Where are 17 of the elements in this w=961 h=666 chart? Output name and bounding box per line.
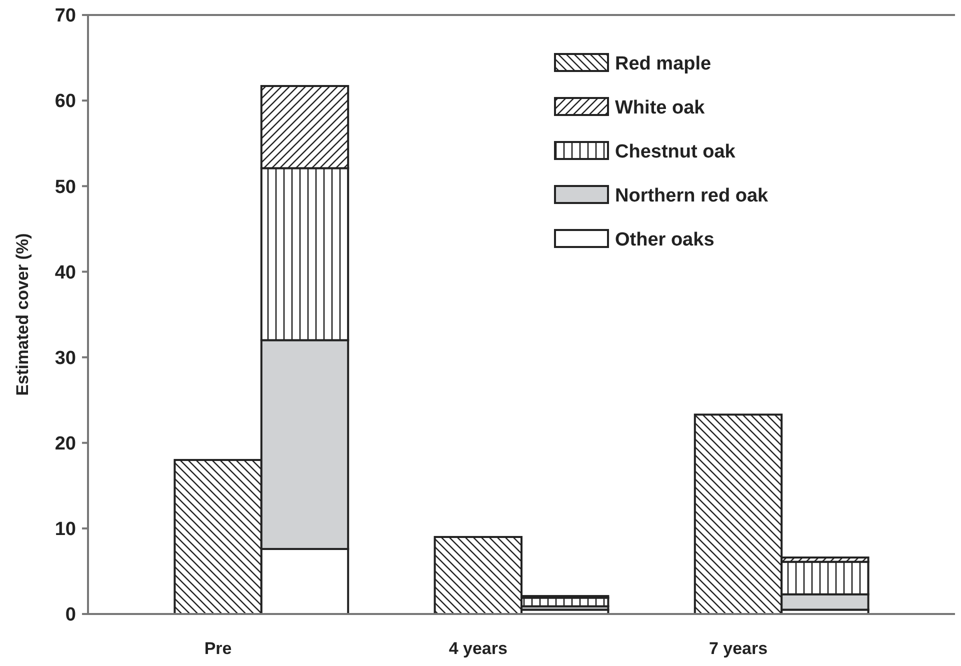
y-tick-label: 40 <box>54 262 76 284</box>
legend-label: Northern red oak <box>615 186 769 207</box>
x-tick-label: Pre <box>204 639 232 658</box>
legend-label: Chestnut oak <box>615 142 736 163</box>
y-tick-label: 20 <box>54 434 76 455</box>
y-tick-label: 60 <box>54 91 76 112</box>
y-tick-label: 50 <box>54 176 76 198</box>
x-tick-label: 4 years <box>448 639 508 658</box>
legend-label: White oak <box>615 98 706 119</box>
y-tick-label: 10 <box>54 519 76 540</box>
y-tick-label: 0 <box>65 604 76 626</box>
legend-label: Other oaks <box>615 230 714 251</box>
legend-label: Red maple <box>615 54 712 75</box>
y-tick-label: 70 <box>54 6 76 27</box>
y-tick-label: 30 <box>54 348 76 369</box>
x-tick-label: 7 years <box>708 639 768 658</box>
y-axis-title: Estimated cover (%) <box>13 233 32 396</box>
